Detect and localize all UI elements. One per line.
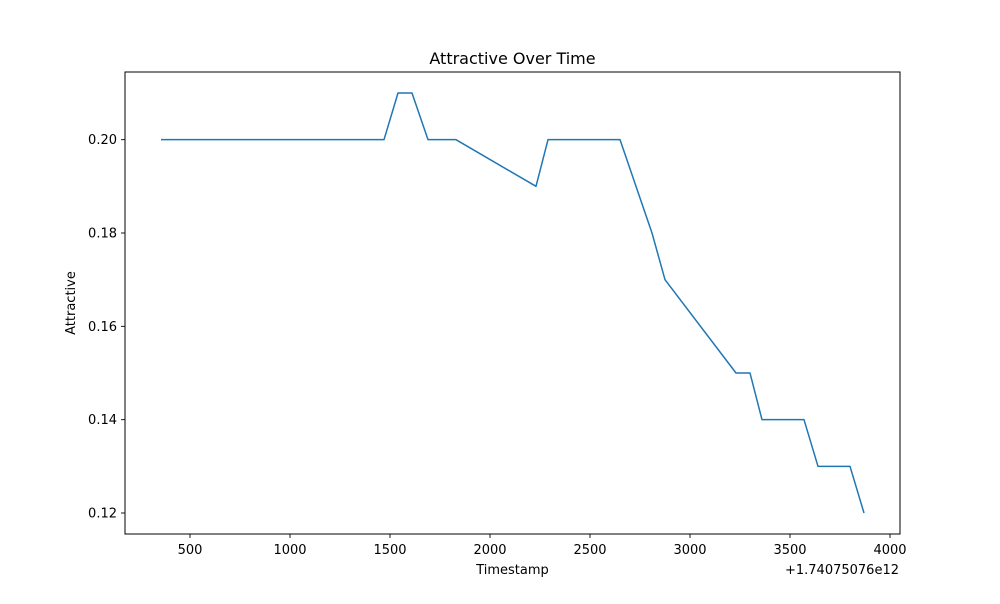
- x-tick-label: 3000: [673, 543, 706, 558]
- x-tick-label: 4000: [873, 543, 906, 558]
- x-axis: 500 1000 1500 2000 2500 3000 3500 4000: [178, 534, 907, 558]
- x-axis-label: Timestamp: [475, 563, 549, 578]
- chart-title: Attractive Over Time: [429, 49, 595, 68]
- series-line-0: [161, 92, 865, 514]
- y-tick-label: 0.14: [88, 413, 117, 428]
- x-tick-label: 2500: [573, 543, 606, 558]
- x-tick-label: 2000: [473, 543, 506, 558]
- x-axis-offset-label: +1.74075076e12: [785, 563, 899, 578]
- y-tick-label: 0.16: [88, 320, 117, 335]
- y-tick-label: 0.12: [88, 507, 117, 522]
- y-tick-label: 0.20: [88, 133, 117, 148]
- y-axis: 0.12 0.14 0.16 0.18 0.20: [88, 133, 125, 522]
- x-tick-label: 3500: [773, 543, 806, 558]
- plot-frame: [124, 71, 901, 535]
- x-tick-label: 500: [178, 543, 203, 558]
- y-tick-label: 0.18: [88, 227, 117, 242]
- x-tick-label: 1500: [373, 543, 406, 558]
- x-tick-label: 1000: [273, 543, 306, 558]
- series-layer: [161, 92, 865, 514]
- plot-area: [124, 71, 901, 535]
- y-axis-label: Attractive: [64, 271, 79, 335]
